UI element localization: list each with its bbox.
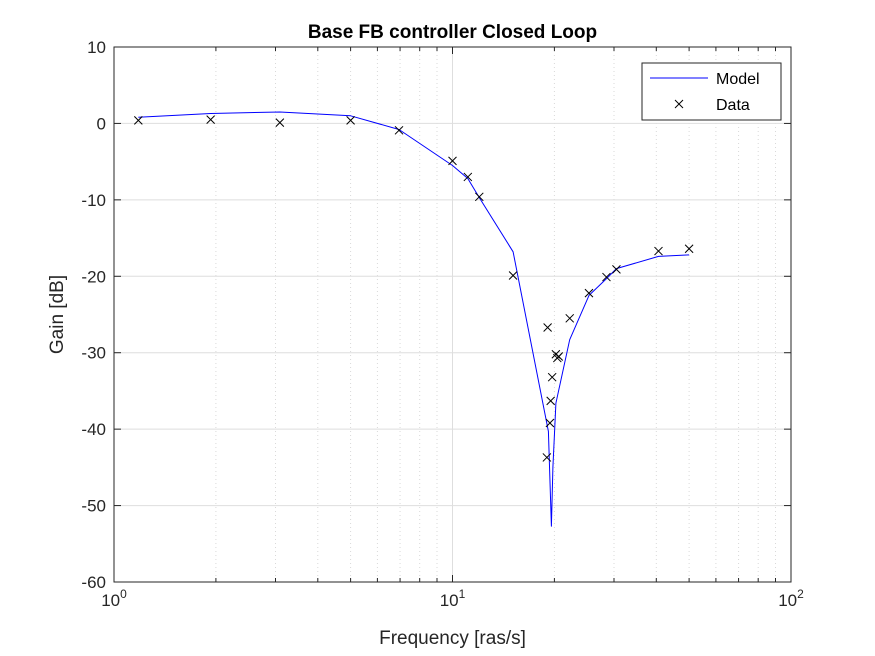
data-point-marker [394,125,404,135]
legend-model-label: Model [716,71,760,88]
x-tick-label-exponent: 2 [797,587,804,601]
legend-data-label: Data [716,97,750,114]
data-point-marker [474,192,484,202]
y-tick-label: -10 [81,191,106,210]
data-marker-stroke [547,372,557,382]
legend-data-marker-swatch [674,99,684,109]
y-tick-label: -50 [81,497,106,516]
y-tick-label: 0 [97,114,106,133]
data-marker-stroke [463,172,473,182]
data-marker-stroke [275,118,285,128]
x-tick-label: 102 [778,587,804,610]
y-tick-label: 10 [87,38,106,57]
data-point-marker [545,418,555,428]
x-tick-label-exponent: 1 [459,587,466,601]
legend: Model Data [641,62,782,121]
x-tick-label-base: 10 [440,591,459,610]
y-tick-label: -60 [81,573,106,592]
data-point-marker [602,272,611,282]
data-point-marker [547,372,557,382]
series-layer [133,111,694,527]
y-tick-label: -30 [81,344,106,363]
data-point-marker [275,118,285,128]
data-point-marker [584,288,594,298]
data-marker-stroke [612,265,621,274]
data-marker-stroke [474,192,484,202]
data-point-marker [546,396,556,406]
data-point-marker [684,244,694,254]
data-marker-stroke [346,116,355,125]
x-tick-label: 100 [101,587,127,610]
legend-marker-stroke [674,99,684,109]
data-marker-stroke [565,313,575,323]
data-point-marker [463,172,473,182]
data-marker-stroke [602,272,611,282]
data-marker-stroke [206,115,216,124]
data-marker-stroke [584,288,594,298]
x-tick-label-base: 10 [778,591,797,610]
x-tick-label-exponent: 0 [120,587,127,601]
data-point-marker [206,115,216,124]
data-marker-stroke [546,396,556,406]
data-marker-stroke [542,453,552,462]
data-marker-stroke [543,323,552,332]
data-point-marker [654,246,663,256]
data-point-marker [346,116,355,125]
data-point-marker [543,323,552,332]
y-tick-label: -40 [81,420,106,439]
chart-title: Base FB controller Closed Loop [308,22,597,43]
model-series-line [138,111,690,527]
data-marker-stroke [448,156,457,166]
x-tick-label: 101 [440,587,466,610]
y-tick-label: -20 [81,267,106,286]
data-point-marker [133,116,143,125]
x-axis-label: Frequency [ras/s] [379,628,526,649]
data-marker-stroke [554,352,564,361]
data-point-marker [448,156,457,166]
legend-box [641,62,782,121]
y-axis-label: Gain [dB] [47,275,68,354]
data-marker-stroke [508,271,518,280]
data-point-marker [612,265,621,274]
data-marker-stroke [133,116,143,125]
data-point-marker [508,271,518,280]
data-point-marker [542,453,552,462]
data-point-marker [554,352,564,361]
data-marker-stroke [654,246,663,256]
data-marker-stroke [684,244,694,254]
x-tick-label-base: 10 [101,591,120,610]
data-point-marker [565,313,575,323]
data-marker-stroke [545,418,555,428]
data-marker-stroke [394,125,404,135]
